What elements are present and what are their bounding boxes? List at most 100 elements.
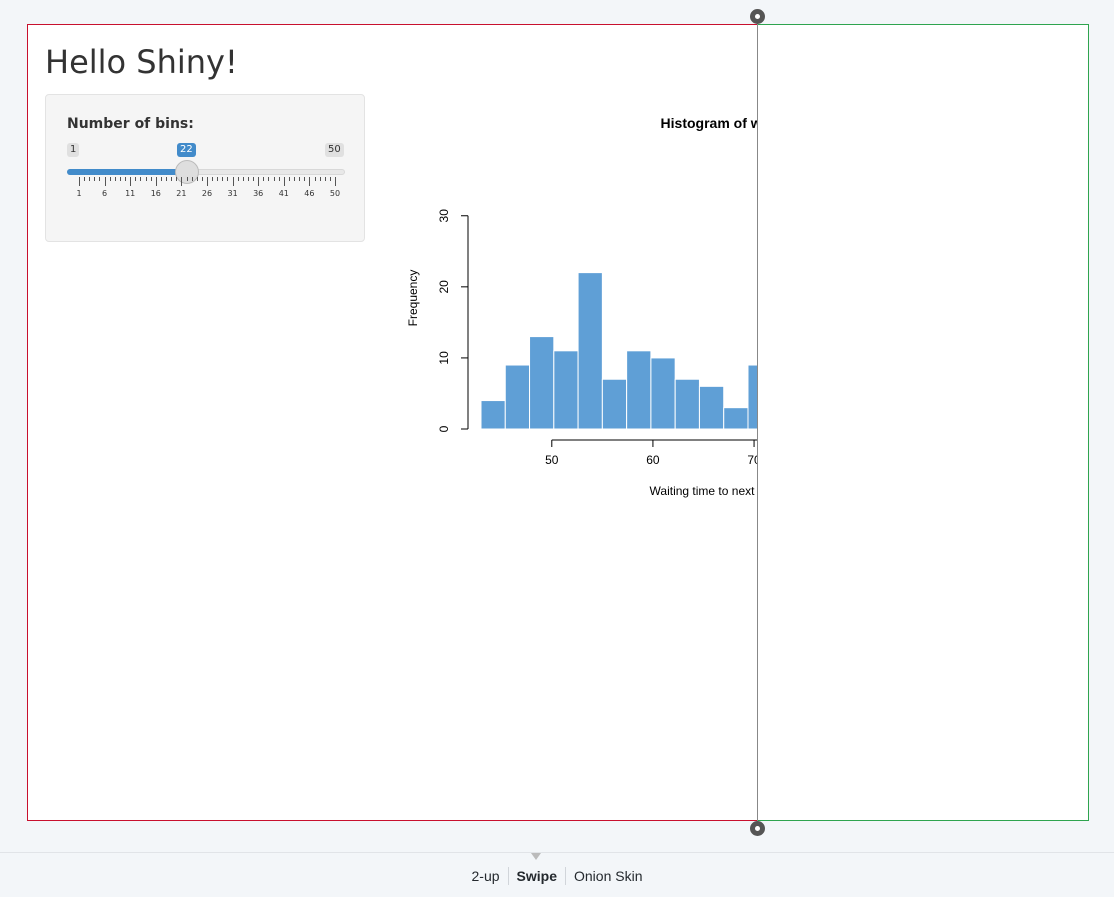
slider-minor-tick (299, 177, 301, 181)
slider-minor-tick (171, 177, 173, 181)
slider-minor-tick (140, 177, 142, 181)
slider-major-tick (335, 177, 336, 186)
slider-minor-tick (288, 177, 290, 181)
histogram-bar (674, 378, 700, 430)
histogram-bar (698, 385, 725, 430)
slider-minor-tick (273, 177, 275, 181)
slider-minor-tick (125, 177, 127, 181)
slider-minor-tick (268, 177, 270, 181)
slider-minor-tick (242, 177, 244, 181)
histogram-bar (650, 357, 676, 430)
y-tick-label: 30 (437, 209, 451, 223)
slider-minor-tick (237, 177, 239, 181)
slider-minor-tick (186, 177, 188, 181)
histogram-bar (601, 378, 628, 430)
slider-major-tick (283, 177, 285, 186)
swipe-handle-top[interactable] (750, 9, 765, 24)
slider-minor-tick (114, 177, 116, 181)
slider-minor-tick (294, 177, 296, 181)
slider-minor-tick (304, 177, 306, 181)
slider-minor-tick (150, 177, 152, 181)
slider-max-label: 50 (325, 143, 344, 157)
slider-tick-label: 11 (125, 189, 136, 198)
slider-minor-tick (263, 177, 265, 181)
histogram-bar (553, 350, 579, 430)
slider-major-tick (309, 177, 311, 186)
slider-major-tick (207, 177, 208, 186)
slider-major-tick (181, 177, 183, 186)
slider-minor-tick (191, 177, 193, 181)
slider-tick-label: 26 (201, 189, 213, 198)
histogram-bar (577, 272, 603, 430)
slider-minor-tick (94, 177, 96, 181)
slider-minor-tick (109, 177, 111, 181)
slider-tick-label: 21 (176, 189, 187, 198)
caret-down-icon (531, 853, 541, 860)
slider-minor-tick (160, 177, 162, 181)
slider-minor-tick (201, 177, 203, 181)
slider-thumb[interactable] (175, 160, 199, 184)
y-axis-label: Frequency (406, 270, 420, 327)
slider-minor-tick (247, 177, 249, 181)
y-tick-label: 20 (437, 280, 451, 294)
chart-title: Histogram of waiting times (661, 115, 757, 131)
slider-minor-tick (217, 177, 219, 181)
y-tick-label: 0 (437, 425, 451, 432)
slider-tick-label: 31 (227, 189, 238, 198)
slider-major-tick (130, 177, 132, 186)
slider-minor-tick (324, 177, 326, 181)
x-tick-label: 50 (545, 453, 559, 467)
slider-major-tick (104, 177, 106, 186)
histogram-bar (504, 364, 531, 430)
slider-minor-tick (176, 177, 178, 181)
slider-tick-label: 50 (329, 189, 341, 198)
slider-minor-tick (166, 177, 168, 181)
slider-major-tick (232, 177, 234, 186)
slider-minor-tick (222, 177, 224, 181)
tab-swipe[interactable]: Swipe (507, 867, 565, 885)
tab-2-up[interactable]: 2-up (471, 868, 500, 884)
slider-minor-tick (135, 177, 137, 181)
slider-minor-tick (212, 177, 214, 181)
swipe-divider[interactable] (757, 17, 758, 829)
slider-minor-tick (196, 177, 198, 181)
slider-minor-tick (89, 177, 91, 181)
tab-onion-skin[interactable]: Onion Skin (565, 867, 650, 885)
histogram-bar (747, 364, 757, 430)
slider-minor-tick (227, 177, 229, 181)
slider-tick-label: 16 (150, 189, 161, 198)
slider-value-badge: 22 (177, 143, 196, 157)
slider-major-tick (79, 177, 80, 186)
histogram-bar (626, 350, 652, 430)
swipe-frame-after (757, 24, 1089, 821)
bins-slider-label: Number of bins: (67, 116, 194, 132)
slider-tick-label: 36 (253, 189, 264, 198)
slider-tick-label: 6 (102, 189, 108, 198)
slider-minor-tick (278, 177, 280, 181)
slider-minor-tick (145, 177, 147, 181)
slider-tick-label: 46 (304, 189, 315, 198)
histogram-bar (480, 400, 506, 430)
histogram-bar (529, 336, 555, 430)
histogram-plot: Histogram of waiting times5060708090Wait… (406, 115, 757, 498)
app-title: Hello Shiny! (45, 43, 238, 81)
swipe-handle-bottom[interactable] (750, 821, 765, 836)
histogram-bar (723, 407, 749, 430)
view-mode-bar: 2-up Swipe Onion Skin (0, 852, 1114, 897)
x-tick-label: 60 (646, 453, 660, 467)
slider-tick-label: 1 (76, 189, 82, 198)
x-axis-label: Waiting time to next eruption (in mins) (650, 484, 757, 498)
slider-minor-tick (253, 177, 255, 181)
slider-major-tick (155, 177, 157, 186)
slider-minor-tick (84, 177, 86, 181)
slider-min-label: 1 (67, 143, 80, 157)
slider-minor-tick (99, 177, 101, 181)
slider-minor-tick (119, 177, 121, 181)
slider-minor-tick (319, 177, 321, 181)
x-tick-label: 70 (747, 453, 757, 467)
slider-major-tick (258, 177, 260, 186)
y-tick-label: 10 (437, 351, 451, 365)
slider-tick-label: 41 (278, 189, 289, 198)
sidebar-panel: Number of bins: 1 22 50 1 6 11 16 21 26 31 36 41… (45, 94, 365, 242)
